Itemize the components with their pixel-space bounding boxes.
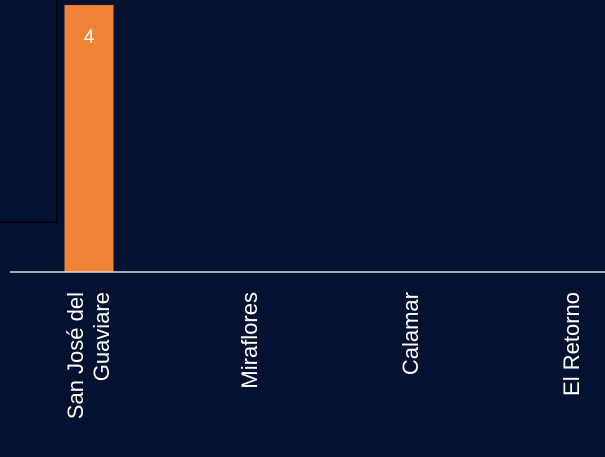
category-label-line: Guaviare: [89, 292, 114, 381]
data-label: 4: [84, 27, 95, 48]
category-label-line: El Retorno: [559, 292, 584, 396]
category-label-line: Calamar: [398, 292, 423, 375]
panel-edge: [0, 0, 58, 223]
bar: [64, 5, 114, 272]
category-label: San José del Guaviare: [63, 292, 114, 419]
category-label: Calamar: [398, 292, 423, 375]
category-label-line: Miraflores: [237, 292, 262, 389]
category-label: El Retorno: [559, 292, 584, 396]
category-label-line: San José del: [63, 292, 88, 419]
category-label: Miraflores: [237, 292, 262, 389]
